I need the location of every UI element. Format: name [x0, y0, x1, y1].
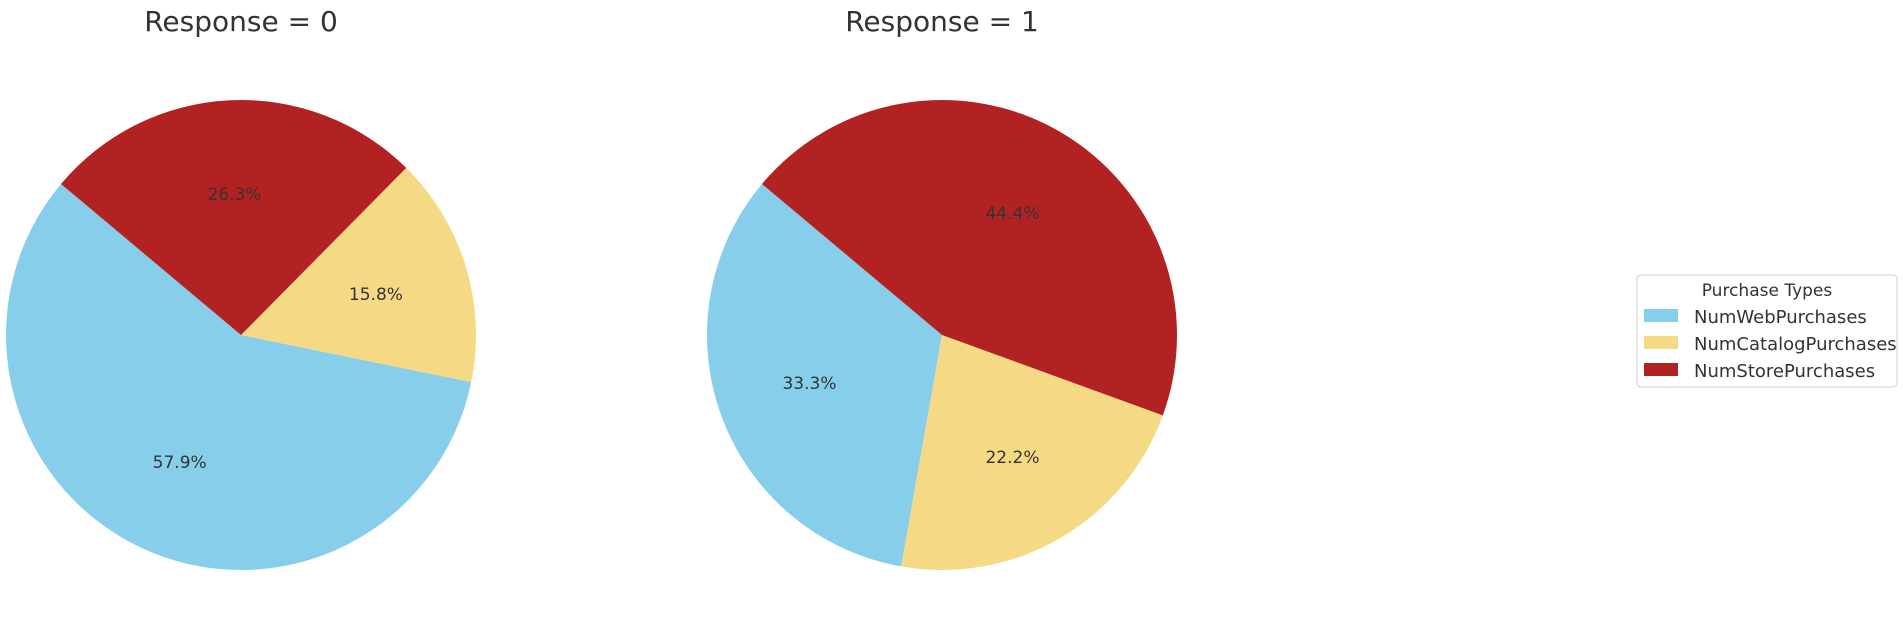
chart-title-response-0: Response = 0: [144, 5, 338, 38]
pie-slice-web: [5, 183, 472, 570]
pie-slice-web: [706, 183, 942, 567]
pie-label-store: 26.3%: [207, 185, 261, 205]
pie-slice-store: [60, 99, 407, 335]
pie-chart-response-1: Response = 1 33.3% 22.2% 44.4%: [706, 5, 1177, 570]
pie-label-catalog: 22.2%: [985, 448, 1039, 468]
pie-slice-catalog: [241, 167, 477, 383]
legend-box: [1636, 274, 1898, 388]
legend-label-catalog: NumCatalogPurchases: [1694, 334, 1897, 355]
legend-swatch-store: [1644, 363, 1678, 376]
pie-label-web: 57.9%: [153, 453, 207, 473]
legend-swatch-catalog: [1644, 336, 1678, 349]
pie-slices-response-1: [706, 99, 1177, 570]
pie-slice-store: [761, 99, 1177, 416]
legend-swatch-web: [1644, 309, 1678, 322]
pie-label-web: 33.3%: [782, 374, 836, 394]
legend: Purchase Types NumWebPurchases NumCatalo…: [1636, 274, 1898, 388]
pie-chart-response-0: Response = 0 57.9% 15.8% 26.3%: [5, 5, 477, 570]
pie-slice-catalog: [901, 335, 1163, 570]
pie-labels-response-0: 57.9% 15.8% 26.3%: [153, 185, 403, 473]
pie-labels-response-1: 33.3% 22.2% 44.4%: [782, 204, 1039, 468]
legend-title: Purchase Types: [1702, 281, 1833, 301]
chart-title-response-1: Response = 1: [845, 5, 1039, 38]
pie-slices-response-0: [5, 99, 477, 570]
pie-label-catalog: 15.8%: [349, 285, 403, 305]
legend-label-store: NumStorePurchases: [1694, 361, 1875, 382]
legend-label-web: NumWebPurchases: [1694, 307, 1867, 328]
pie-label-store: 44.4%: [985, 204, 1039, 224]
